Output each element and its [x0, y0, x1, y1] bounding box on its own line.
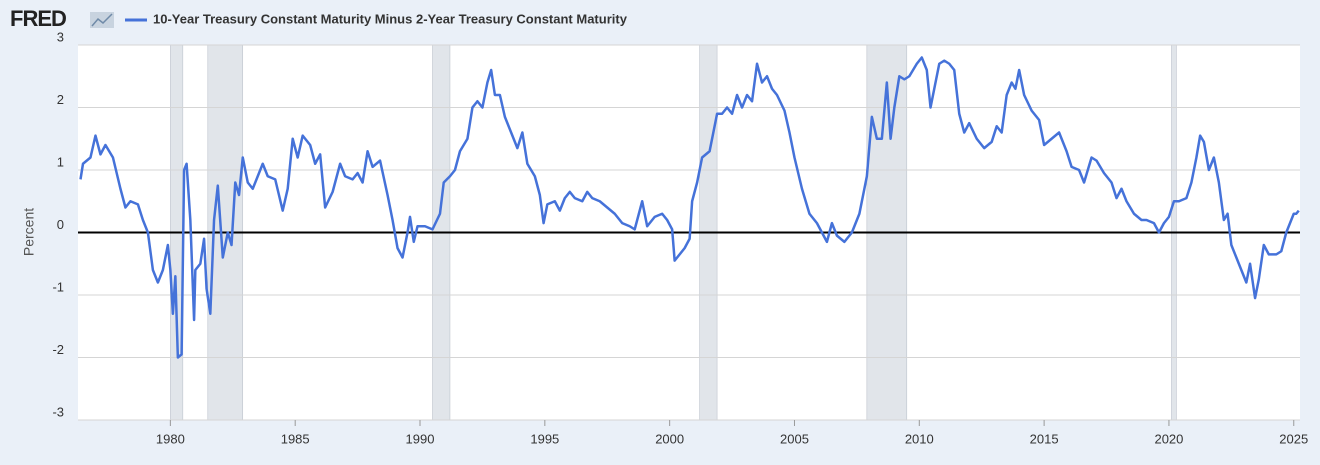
- y-tick-label: -2: [52, 342, 64, 357]
- y-tick-label: 2: [57, 92, 64, 107]
- x-tick-label: 1990: [406, 431, 435, 446]
- y-tick-label: -1: [52, 279, 64, 294]
- x-tick-label: 1980: [156, 431, 185, 446]
- x-tick-label: 2010: [905, 431, 934, 446]
- fred-logo: FRED: [10, 6, 66, 31]
- data-line: [79, 56, 1300, 359]
- x-tick-label: 2015: [1030, 431, 1059, 446]
- x-tick-label: 2000: [655, 431, 684, 446]
- y-tick-label: 3: [57, 29, 64, 44]
- x-tick-label: 2025: [1279, 431, 1308, 446]
- y-tick-label: -3: [52, 404, 64, 419]
- logo-icon: [90, 12, 114, 28]
- x-tick-label: 1995: [530, 431, 559, 446]
- x-tick-label: 2005: [780, 431, 809, 446]
- y-axis-label: Percent: [21, 208, 37, 256]
- x-tick-label: 2020: [1154, 431, 1183, 446]
- y-tick-label: 1: [57, 154, 64, 169]
- x-tick-label: 1985: [281, 431, 310, 446]
- legend-label: 10-Year Treasury Constant Maturity Minus…: [153, 11, 628, 26]
- y-tick-label: 0: [57, 217, 64, 232]
